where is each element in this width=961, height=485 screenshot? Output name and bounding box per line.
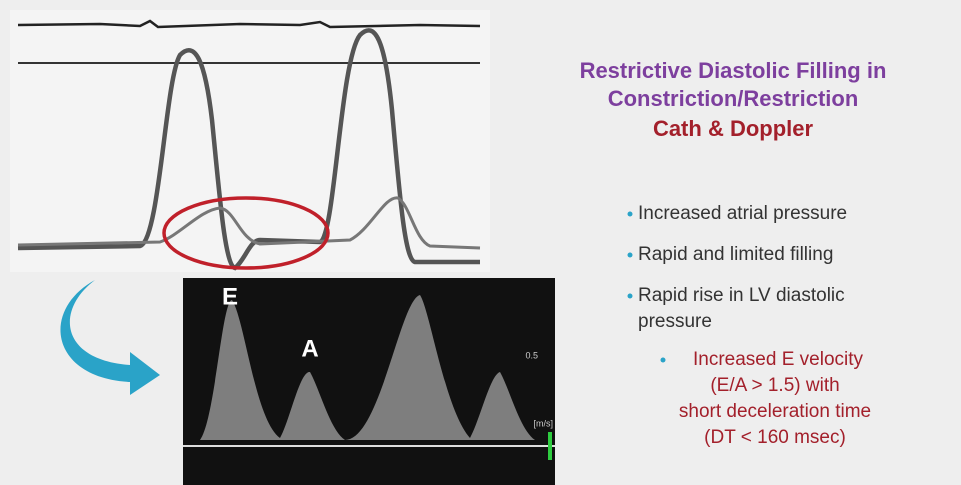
bullet: pressure <box>638 311 712 332</box>
highlight-line: Increased E velocity <box>693 349 864 370</box>
bullet: Increased atrial pressure <box>638 203 847 224</box>
title-line: Restrictive Diastolic Filling in <box>580 58 887 83</box>
doppler-image: E A 0.5 [m/s] <box>183 278 555 485</box>
subtitle: Cath & Doppler <box>653 116 814 141</box>
bullet: Rapid and limited filling <box>638 244 833 265</box>
slide: E A 0.5 [m/s] Restrictive Diastolic Fill… <box>0 0 961 485</box>
bullet-dot <box>661 358 666 363</box>
highlight-line: (E/A > 1.5) with <box>710 375 839 396</box>
bullet-dot <box>628 253 633 258</box>
bullet: Rapid rise in LV diastolic <box>638 285 845 306</box>
highlight-line: (DT < 160 msec) <box>704 427 846 448</box>
unit-label: [m/s] <box>534 418 554 428</box>
scale-label: 0.5 <box>525 350 538 360</box>
e-label: E <box>222 283 238 310</box>
bullet-dot <box>628 294 633 299</box>
a-label: A <box>301 335 318 362</box>
title-line: Constriction/Restriction <box>608 86 859 111</box>
bullet-dot <box>628 212 633 217</box>
highlight-line: short deceleration time <box>679 401 871 422</box>
